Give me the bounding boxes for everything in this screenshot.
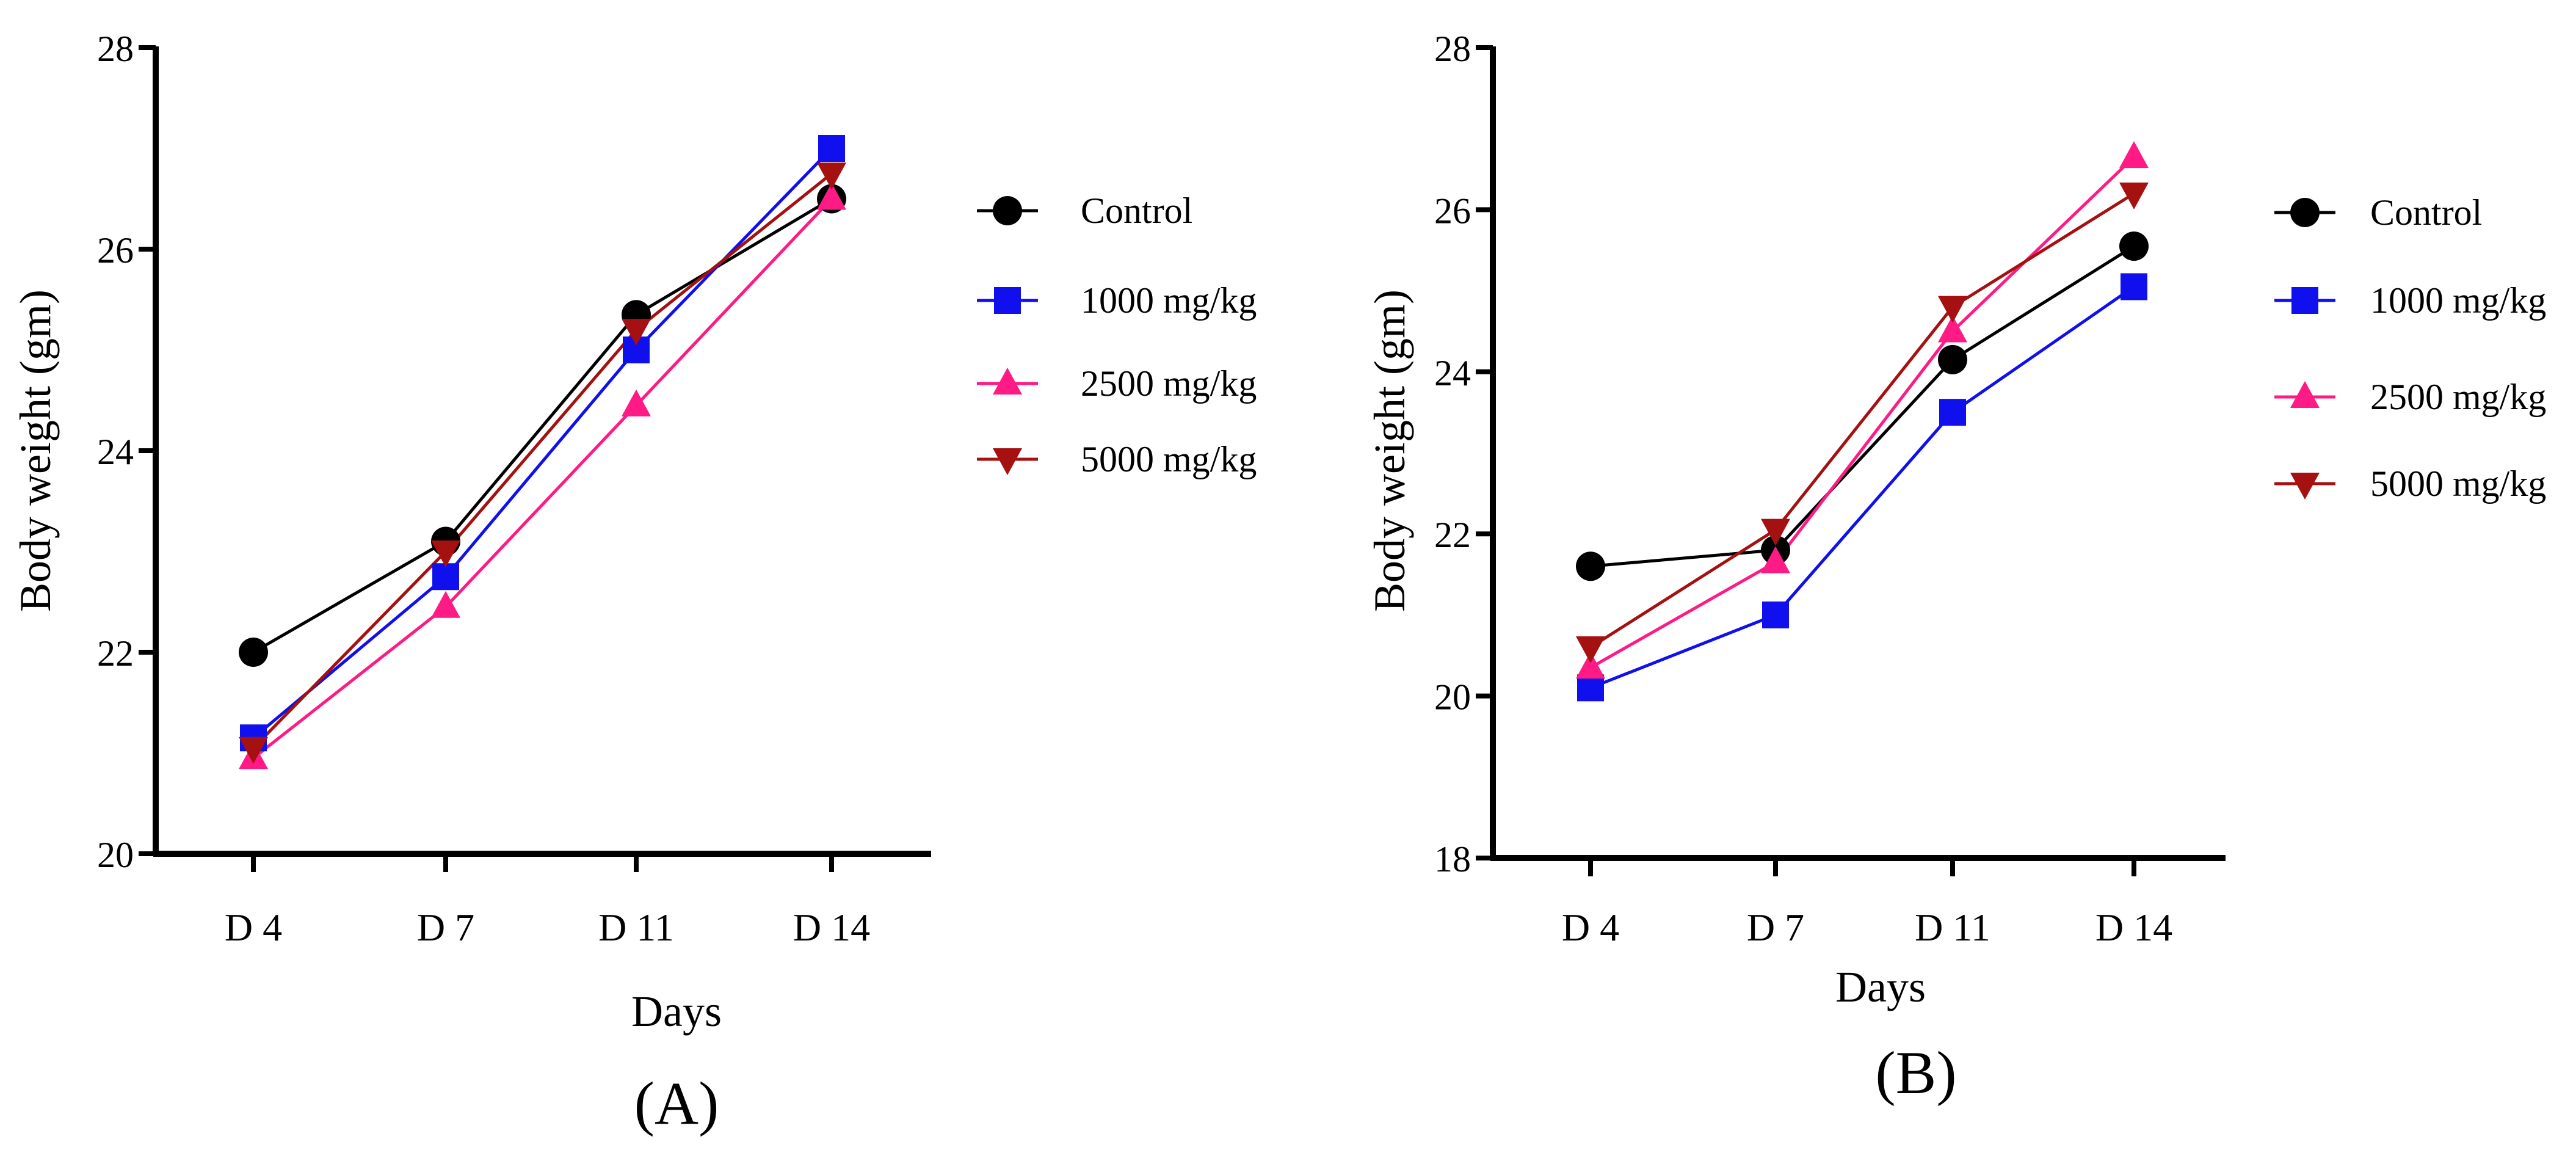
data-point-s1-x0 [1577,674,1604,702]
y-axis-title: Body weight (gm) [11,289,60,612]
legend-marker [994,287,1021,314]
legend-label: Control [2370,192,2482,233]
data-point-s0-x0 [1576,551,1605,581]
data-point-s2-x1 [431,591,460,618]
x-tick-label: D 4 [1562,906,1619,949]
x-tick-label: D 7 [417,906,474,949]
y-tick-label: 26 [1434,191,1471,231]
data-point-s3-x2 [1938,296,1967,323]
legend-marker [993,448,1022,475]
series-line-2 [1589,156,2135,669]
panel-label: (B) [1875,1039,1956,1107]
legend-label: 5000 mg/kg [1081,439,1257,479]
x-tick-label: D 14 [793,906,870,949]
series-line-1 [1590,285,2135,689]
series-line-0 [1590,244,2135,568]
y-tick-label: 22 [97,633,134,674]
data-point-s1-x1 [432,563,459,591]
legend-marker [993,368,1022,395]
legend: Control 1000 mg/kg 2500 mg/kg 5000 mg/kg [2274,192,2546,504]
legend-label: Control [1081,191,1192,231]
data-point-s2-x0 [1576,652,1605,679]
chart-panel-a: 20 22 24 26 28 D 4 D 7 D 11 D 14 Days Body weight … [11,29,1257,1137]
data-point-s2-x2 [1938,315,1967,343]
legend-marker [2291,287,2318,314]
data-point-s3-x1 [1761,518,1790,546]
y-tick-label: 24 [97,432,134,472]
data-point-s2-x3 [2119,141,2149,169]
y-tick-label: 24 [1434,353,1471,393]
y-tick-label: 20 [97,835,134,875]
data-point-s1-x3 [2121,273,2147,300]
data-point-s2-x1 [1761,546,1790,573]
legend-label: 5000 mg/kg [2370,464,2546,504]
panel-label: (A) [634,1069,719,1137]
data-point-s3-x0 [1576,636,1605,663]
legend-marker [2290,198,2320,227]
data-point-s2-x2 [622,389,651,416]
data-point-s3-x2 [622,319,651,346]
y-tick-label: 18 [1434,839,1471,879]
legend-marker [2290,473,2320,500]
data-point-s0-x0 [239,638,268,667]
y-axis-title: Body weight (gm) [1365,289,1414,612]
y-tick-label: 22 [1434,515,1471,555]
legend-marker [993,196,1022,225]
x-tick-label: D 11 [1915,906,1990,949]
y-tick-label: 28 [1434,29,1471,69]
data-point-s3-x1 [431,540,460,567]
legend-marker [2290,381,2320,408]
data-point-s1-x2 [1939,399,1966,426]
legend-label: 1000 mg/kg [2370,280,2546,321]
series-line-2 [252,197,833,760]
data-point-s3-x3 [817,162,846,190]
data-point-s1-x3 [818,135,845,162]
chart-panel-b: 18 20 22 24 26 28 D 4 D 7 D 11 D 14 Days Body weigh… [1365,29,2546,1107]
x-tick-label: D 11 [598,906,674,949]
x-tick-label: D 14 [2095,906,2172,949]
series-line-3 [252,172,833,749]
x-tick-label: D 4 [225,906,282,949]
y-tick-label: 26 [97,230,134,271]
x-axis-title: Days [631,987,722,1036]
data-point-s2-x3 [817,183,846,210]
data-point-s0-x3 [2119,231,2149,261]
data-point-s0-x2 [1938,344,1967,374]
x-tick-label: D 7 [1747,906,1804,949]
legend-label: 1000 mg/kg [1081,280,1257,321]
legend-label: 2500 mg/kg [2370,377,2546,417]
series-line-3 [1589,192,2135,649]
series-line-1 [252,147,833,740]
legend-label: 2500 mg/kg [1081,363,1257,404]
y-tick-label: 20 [1434,677,1471,718]
series-line-0 [252,197,833,654]
data-point-s1-x1 [1762,601,1789,628]
data-point-s3-x0 [239,737,268,764]
data-point-s3-x3 [2119,182,2149,209]
x-axis-title: Days [1835,962,1926,1011]
legend: Control 1000 mg/kg 2500 mg/kg 5000 mg/kg [977,191,1257,479]
y-tick-label: 28 [97,29,134,69]
